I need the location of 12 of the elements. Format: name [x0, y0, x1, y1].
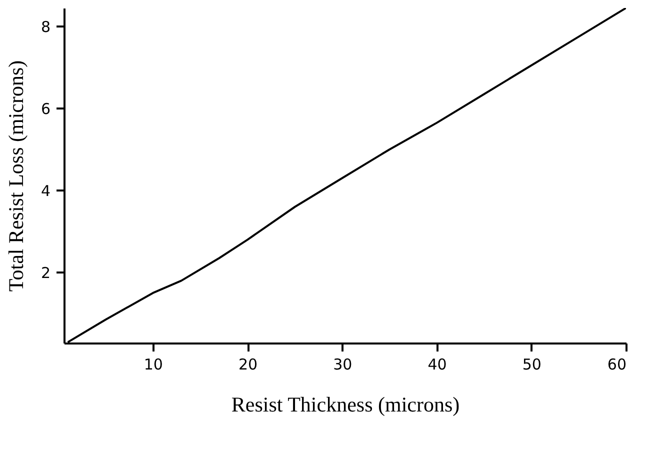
y-tick-label: 8 — [40, 18, 50, 36]
x-tick-label: 20 — [238, 356, 258, 374]
y-tick-label: 4 — [40, 182, 50, 200]
x-tick-label: 60 — [607, 356, 626, 374]
x-tick-label: 50 — [522, 356, 542, 374]
x-tick-label: 40 — [428, 356, 447, 374]
y-tick-label: 6 — [40, 100, 50, 118]
x-tick-label: 30 — [333, 356, 352, 374]
x-tick-label: 10 — [144, 356, 163, 374]
x-axis-title: Resist Thickness (microns) — [231, 392, 460, 416]
y-tick-label: 2 — [40, 264, 50, 282]
y-axis-title: Total Resist Loss (microns) — [4, 60, 28, 292]
